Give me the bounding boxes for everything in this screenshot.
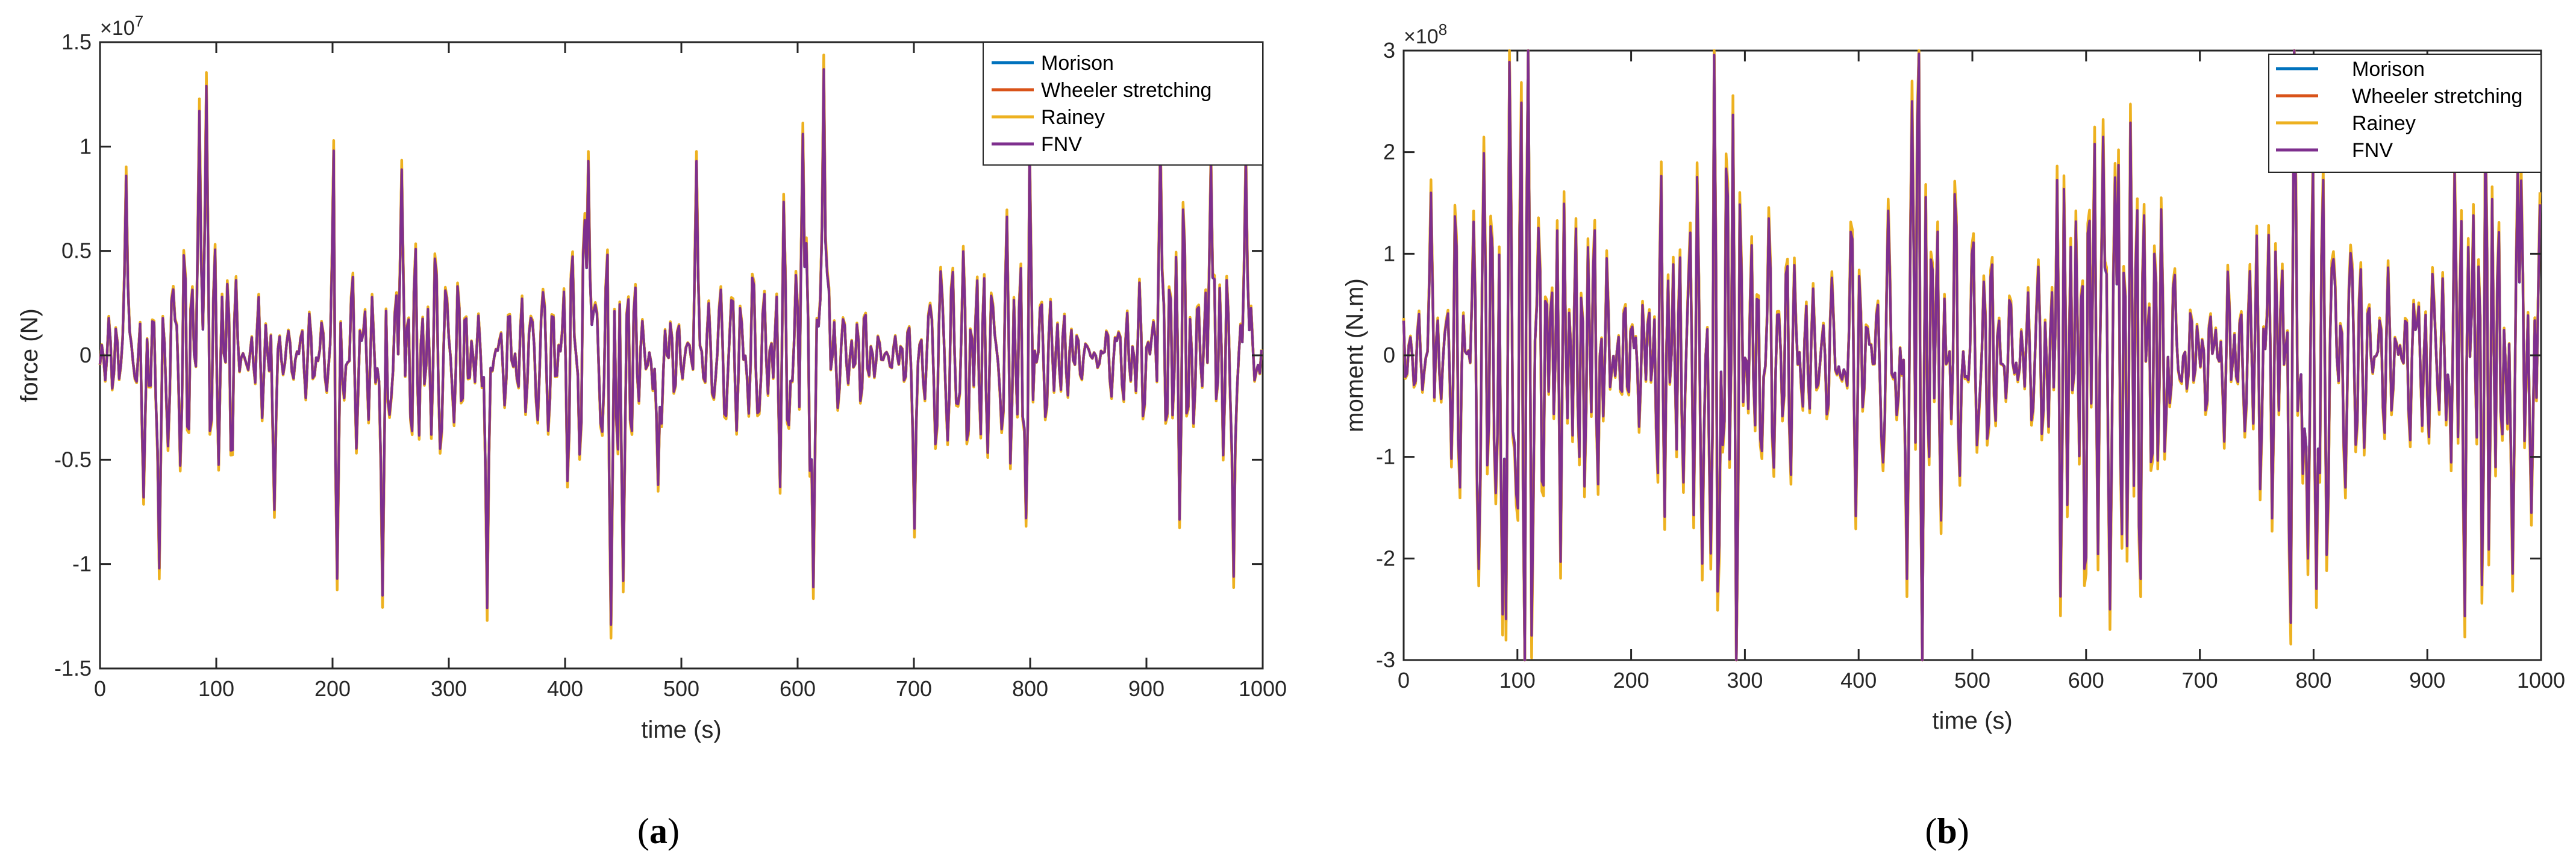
chart-moment: 0 100 200 300 400 500 600 700 800 900 1000 -3-2-10…: [1342, 20, 2565, 851]
x-tick-label: 1000: [1239, 676, 1287, 701]
x-tick-label: 200: [314, 676, 351, 701]
y-tick-label: 1: [1383, 241, 1395, 266]
y-tick-label: 1: [80, 134, 92, 158]
legend-force: Morison Wheeler stretching Rainey FNV: [983, 42, 1263, 166]
legend-label-fnv: FNV: [2352, 139, 2393, 162]
y-tick-label: 0: [1383, 343, 1395, 367]
y-tick-label: -1: [1376, 444, 1395, 469]
legend-box-force: [983, 42, 1263, 166]
legend-label-morison: Morison: [1041, 52, 1114, 75]
x-ticks-force: 0 100 200 300 400 500 600 700 800 900 1000: [94, 42, 1287, 701]
legend-label-fnv: FNV: [1041, 133, 1082, 156]
chart-force: 0 100 200 300 400 500 600 700 800 900 1000 -1.5-1-…: [16, 12, 1287, 851]
x-tick-label: 600: [2068, 668, 2104, 693]
legend-label-morison: Morison: [2352, 58, 2425, 81]
legend-label-rainey: Rainey: [2352, 112, 2416, 135]
y-tick-label: 2: [1383, 140, 1395, 164]
x-tick-label: 500: [663, 676, 699, 701]
x-tick-label: 200: [1613, 668, 1649, 693]
y-tick-label: -2: [1376, 546, 1395, 570]
x-axis-label-force: time (s): [641, 717, 721, 743]
x-tick-label: 0: [1398, 668, 1410, 693]
x-tick-label: 300: [431, 676, 467, 701]
x-ticks-moment: 0 100 200 300 400 500 600 700 800 900 1000: [1398, 51, 2565, 693]
y-tick-label: -1.5: [54, 656, 92, 681]
legend-label-wheeler: Wheeler stretching: [1041, 79, 1211, 102]
series-line-fnv: [99, 68, 1263, 626]
x-tick-label: 900: [1128, 676, 1165, 701]
y-tick-label: 3: [1383, 38, 1395, 63]
x-tick-label: 300: [1727, 668, 1763, 693]
x-tick-label: 400: [1840, 668, 1877, 693]
panel-label-b: (b): [1925, 811, 1969, 851]
x-tick-label: 700: [2182, 668, 2218, 693]
panel-label-a: (a): [637, 811, 680, 851]
x-tick-label: 100: [198, 676, 234, 701]
x-tick-label: 700: [896, 676, 932, 701]
x-tick-label: 400: [547, 676, 583, 701]
y-axis-label-force: force (N): [16, 308, 43, 402]
y-tick-label: 0: [80, 343, 92, 367]
y-tick-label: -3: [1376, 647, 1395, 672]
legend-label-rainey: Rainey: [1041, 106, 1105, 129]
x-tick-label: 500: [1954, 668, 1990, 693]
x-tick-label: 900: [2409, 668, 2445, 693]
legend-box-moment: [2268, 54, 2542, 173]
x-tick-label: 800: [2295, 668, 2331, 693]
legend-moment: Morison Wheeler stretching Rainey FNV: [2268, 54, 2542, 173]
legend-label-wheeler: Wheeler stretching: [2352, 85, 2522, 108]
y-ticks-moment: -3 -2 -1 0 1 2 3: [1376, 38, 2541, 672]
y-exponent-moment: ×108: [1404, 20, 1447, 48]
series-lines-force: [98, 54, 1263, 640]
y-tick-label: -1: [72, 552, 92, 576]
y-ticks-force: -1.5 -1 -0.5 0 0.5 1 1.5: [54, 30, 1263, 681]
y-axis-label-moment: moment (N.m): [1342, 278, 1368, 432]
y-tick-label: 0.5: [61, 238, 92, 263]
x-tick-label: 0: [94, 676, 106, 701]
series-lines-moment: [1402, 49, 2542, 662]
x-tick-label: 800: [1012, 676, 1048, 701]
series-line-fnv: [1402, 49, 2542, 661]
x-tick-label: 100: [1499, 668, 1536, 693]
x-axis-label-moment: time (s): [1932, 708, 2012, 734]
x-tick-label: 1000: [2517, 668, 2565, 693]
x-tick-label: 600: [780, 676, 816, 701]
y-tick-label: -0.5: [54, 447, 92, 472]
y-tick-label: 1.5: [61, 30, 92, 54]
y-exponent-force: ×107: [100, 12, 143, 40]
